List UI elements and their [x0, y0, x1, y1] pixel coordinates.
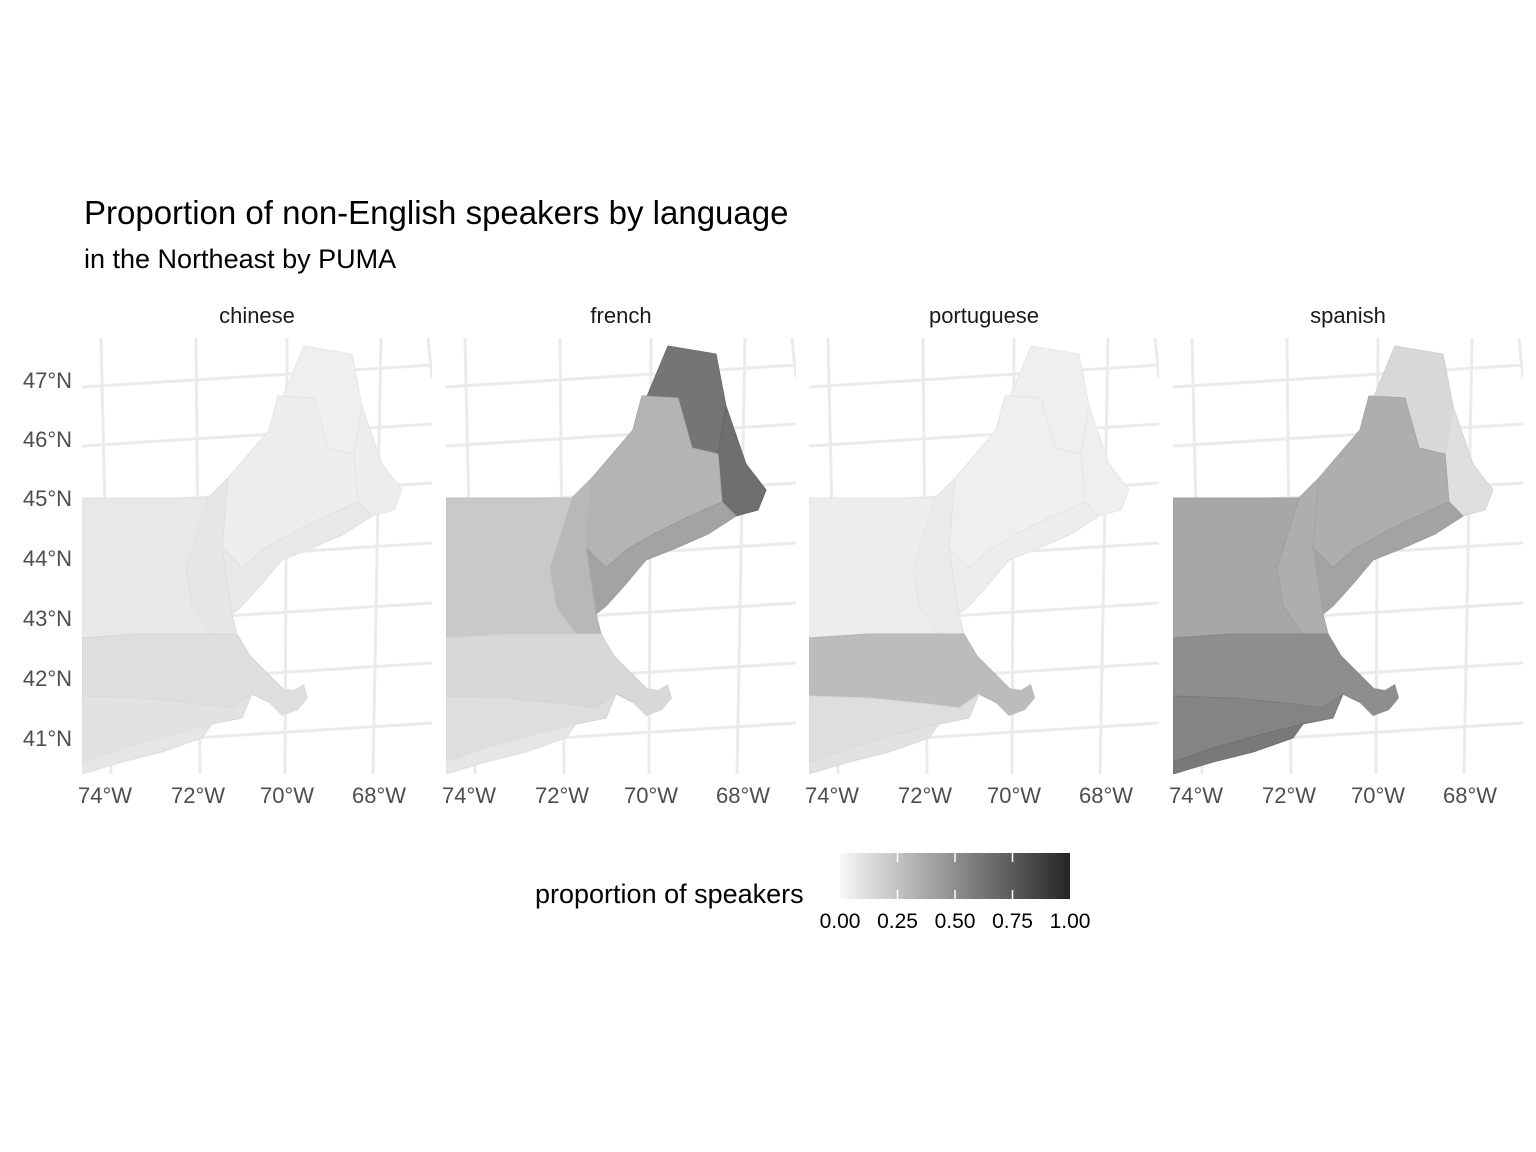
map-panel-portuguese: [809, 338, 1159, 774]
meridian-line: [735, 338, 747, 774]
chart-subtitle: in the Northeast by PUMA: [84, 244, 397, 274]
x-tick-label: 74°W: [1168, 783, 1224, 808]
legend-break-label: 0.75: [992, 910, 1033, 933]
y-tick-label: 45°N: [22, 486, 72, 511]
meridian-line: [1098, 338, 1110, 774]
x-tick-label: 72°W: [170, 783, 226, 808]
x-tick-label: 72°W: [1261, 783, 1317, 808]
y-tick-label: 46°N: [22, 427, 72, 452]
x-tick-label: 72°W: [534, 783, 590, 808]
region-maine-south: [1312, 501, 1464, 615]
region-cape-cod: [1359, 684, 1399, 716]
x-tick-label: 70°W: [623, 783, 679, 808]
map-svg-french: [446, 338, 796, 774]
region-long-island: [446, 723, 578, 774]
parallel-line: [446, 422, 796, 448]
x-tick-label: 74°W: [77, 783, 133, 808]
region-maine-south: [948, 501, 1100, 615]
meridian-line: [1517, 338, 1523, 379]
x-tick-label: 68°W: [351, 783, 407, 808]
x-tick-label: 68°W: [715, 783, 771, 808]
meridian-line: [1153, 338, 1159, 379]
region-cape-cod: [268, 684, 308, 716]
legend-break-label: 0.50: [934, 910, 976, 933]
region-maine-south: [585, 501, 737, 615]
parallel-line: [1173, 422, 1523, 448]
meridian-line: [790, 338, 796, 379]
region-long-island: [82, 723, 214, 774]
region-cape-cod: [995, 684, 1035, 716]
legend-break-label: 0.25: [877, 910, 918, 933]
region-long-island: [809, 723, 941, 774]
region-long-island: [1173, 723, 1305, 774]
y-tick-label: 43°N: [22, 606, 72, 631]
meridian-line: [426, 338, 432, 379]
legend-colorbar: [840, 853, 1070, 899]
map-panel-chinese: [82, 338, 432, 774]
facet-label-spanish: spanish: [1310, 303, 1386, 328]
facet-label-french: french: [590, 303, 652, 328]
y-tick-label: 44°N: [22, 546, 72, 571]
x-tick-label: 68°W: [1442, 783, 1498, 808]
meridian-line: [1462, 338, 1474, 774]
map-panel-french: [446, 338, 796, 774]
y-tick-label: 42°N: [22, 666, 72, 691]
map-svg-portuguese: [809, 338, 1159, 774]
map-panel-spanish: [1173, 338, 1523, 774]
map-svg-chinese: [82, 338, 432, 774]
x-tick-label: 74°W: [804, 783, 860, 808]
y-tick-label: 47°N: [22, 368, 72, 393]
region-cape-cod: [632, 684, 672, 716]
facet-label-chinese: chinese: [219, 303, 295, 328]
map-svg-spanish: [1173, 338, 1523, 774]
x-tick-label: 68°W: [1078, 783, 1134, 808]
chart-title: Proportion of non-English speakers by la…: [84, 194, 789, 231]
x-tick-label: 72°W: [897, 783, 953, 808]
x-tick-label: 70°W: [259, 783, 315, 808]
parallel-line: [82, 422, 432, 448]
legend-title: proportion of speakers: [535, 879, 804, 909]
parallel-line: [809, 422, 1159, 448]
legend-break-label: 0.00: [819, 910, 861, 933]
parallel-line: [809, 363, 1159, 389]
meridian-line: [371, 338, 383, 774]
x-tick-label: 74°W: [441, 783, 497, 808]
parallel-line: [1173, 363, 1523, 389]
region-maine-south: [221, 501, 373, 615]
y-tick-label: 41°N: [22, 726, 72, 751]
parallel-line: [82, 363, 432, 389]
parallel-line: [446, 363, 796, 389]
legend-break-label: 1.00: [1049, 910, 1091, 933]
x-tick-label: 70°W: [986, 783, 1042, 808]
facet-label-portuguese: portuguese: [928, 303, 1040, 328]
x-tick-label: 70°W: [1350, 783, 1406, 808]
